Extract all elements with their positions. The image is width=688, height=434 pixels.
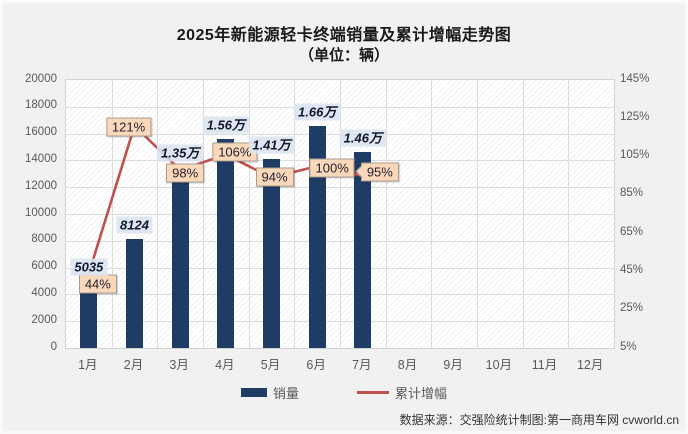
y-right-tick-5%: 5%: [620, 340, 637, 353]
chart-subtitle: （单位：辆）: [298, 47, 389, 64]
gridline-vertical: [385, 80, 387, 348]
legend-label-growth: 累计增幅: [395, 386, 448, 401]
x-tick-12月: 12月: [576, 358, 604, 372]
sales-value-label-6月: 1.66万: [294, 103, 341, 121]
growth-pct-label-7月: 95%: [360, 162, 399, 182]
y-right-tick-85%: 85%: [620, 187, 644, 200]
x-tick-4月: 4月: [215, 358, 235, 372]
gridline-vertical: [111, 80, 113, 348]
chart-title: 2025年新能源轻卡终端销量及累计增幅走势图: [176, 27, 512, 44]
sales-value-label-4月: 1.56万: [202, 116, 249, 134]
y-left-tick-0: 0: [50, 340, 57, 353]
x-tick-1月: 1月: [78, 358, 98, 372]
bar-2月: [126, 239, 143, 348]
legend-item-growth: 累计增幅: [357, 383, 447, 402]
y-right-tick-105%: 105%: [620, 149, 650, 162]
legend-label-sales: 销量: [272, 386, 299, 401]
y-left-tick-20000: 20000: [25, 72, 57, 85]
y-left-tick-18000: 18000: [25, 99, 57, 112]
x-tick-7月: 7月: [352, 358, 372, 372]
x-tick-6月: 6月: [306, 358, 326, 372]
y-right-tick-145%: 145%: [620, 72, 650, 85]
growth-pct-label-5月: 94%: [255, 167, 294, 187]
y-left-tick-4000: 4000: [31, 286, 57, 299]
growth-pct-label-6月: 100%: [309, 158, 355, 178]
x-tick-3月: 3月: [169, 358, 189, 372]
x-tick-11月: 11月: [531, 358, 558, 372]
growth-pct-label-1月: 44%: [78, 274, 117, 294]
sales-value-label-2月: 8124: [116, 216, 153, 234]
data-source: 数据来源：交强险统计制图:第一商用车网 cvworld.cn: [399, 413, 679, 427]
x-tick-10月: 10月: [485, 358, 513, 372]
growth-pct-label-4月: 106%: [212, 142, 258, 162]
bar-5月: [263, 159, 280, 348]
sales-value-label-3月: 1.35万: [157, 144, 204, 162]
gridline-vertical: [203, 80, 204, 348]
bar-4月: [217, 138, 235, 348]
legend-item-sales: 销量: [240, 383, 299, 402]
sales-value-label-1月: 5035: [70, 258, 108, 276]
y-left-tick-10000: 10000: [25, 206, 57, 219]
x-tick-2月: 2月: [123, 358, 144, 372]
gridline-vertical: [294, 80, 296, 348]
y-left-tick-8000: 8000: [31, 233, 57, 246]
y-left-tick-6000: 6000: [31, 260, 57, 273]
x-tick-5月: 5月: [260, 358, 281, 372]
y-right-tick-125%: 125%: [620, 110, 650, 123]
gridline-vertical: [248, 80, 250, 348]
growth-pct-label-3月: 98%: [166, 163, 205, 183]
bar-7月: [354, 152, 372, 348]
gridline-vertical: [477, 80, 478, 348]
plot-area: 44% 121% 98% 106% 94% 100% 95% 5035 8124 1.35万 1.5…: [65, 79, 615, 349]
y-left-tick-16000: 16000: [25, 126, 57, 139]
bar-3月: [171, 167, 189, 348]
x-tick-8月: 8月: [397, 358, 418, 372]
gridline-vertical: [431, 80, 433, 348]
gridline-vertical: [157, 80, 159, 348]
legend: 销量 累计增幅: [0, 383, 688, 402]
gridline-vertical: [340, 80, 341, 348]
y-left-tick-2000: 2000: [31, 313, 57, 326]
bar-6月: [308, 125, 326, 348]
y-left-tick-12000: 12000: [25, 179, 57, 192]
y-right-tick-65%: 65%: [620, 225, 644, 238]
sales-value-label-7月: 1.46万: [339, 129, 386, 147]
bar-1月: [80, 280, 98, 348]
growth-pct-label-2月: 121%: [105, 117, 152, 137]
growth-line-swatch-icon: [357, 391, 389, 394]
y-left-tick-14000: 14000: [25, 152, 57, 165]
gridline-vertical: [522, 80, 524, 348]
sales-value-label-5月: 1.41万: [248, 136, 295, 154]
sales-bar-swatch-icon: [240, 388, 267, 397]
y-right-tick-45%: 45%: [620, 263, 644, 276]
x-tick-9月: 9月: [443, 358, 463, 372]
y-right-tick-25%: 25%: [620, 302, 644, 315]
gridline-vertical: [568, 80, 570, 348]
